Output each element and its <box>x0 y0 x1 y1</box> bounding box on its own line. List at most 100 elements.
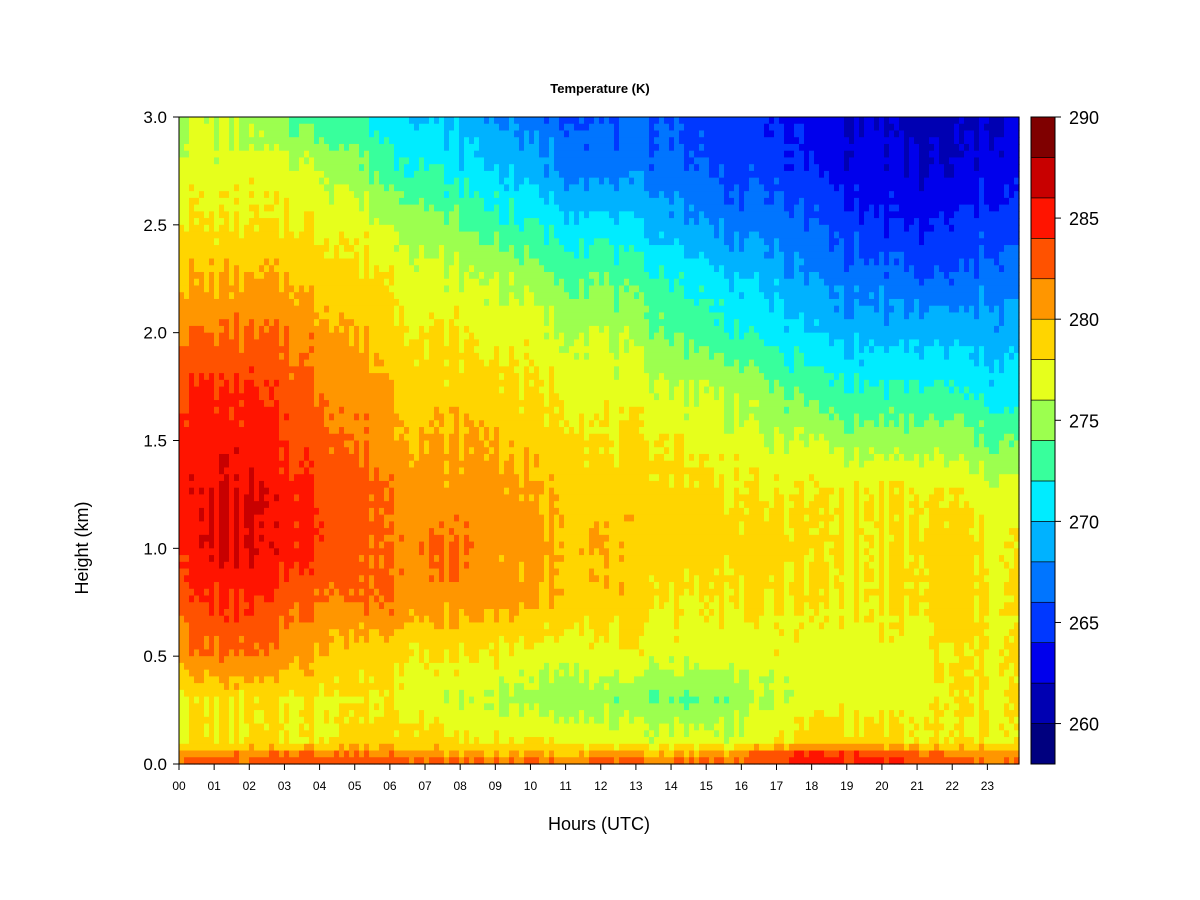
heatmap-cell <box>289 346 295 354</box>
heatmap-cell <box>209 480 215 489</box>
heatmap-cell <box>379 737 385 745</box>
heatmap-cell <box>209 393 215 401</box>
heatmap-cell <box>214 582 220 590</box>
heatmap-cell <box>269 615 275 624</box>
heatmap-cell <box>334 460 340 469</box>
heatmap-cell <box>314 366 320 374</box>
heatmap-cell <box>369 170 375 179</box>
heatmap-cell <box>184 595 190 603</box>
heatmap-cell <box>424 191 430 199</box>
heatmap-cell <box>274 346 280 354</box>
heatmap-cell <box>249 117 255 125</box>
heatmap-cell <box>269 635 275 644</box>
heatmap-cell <box>434 393 440 401</box>
heatmap-cell <box>254 218 260 226</box>
heatmap-cell <box>239 373 245 381</box>
heatmap-cell <box>209 305 215 314</box>
heatmap-cell <box>224 602 230 610</box>
heatmap-cell <box>224 258 230 266</box>
heatmap-cell <box>284 460 290 469</box>
heatmap-cell <box>249 231 255 239</box>
heatmap-cell <box>309 211 315 219</box>
heatmap-cell <box>234 406 240 415</box>
heatmap-cell <box>409 177 415 185</box>
heatmap-cell <box>319 750 325 758</box>
heatmap-cell <box>389 737 395 745</box>
heatmap-cell <box>264 298 270 307</box>
heatmap-cell <box>234 474 240 482</box>
heatmap-cell <box>299 346 305 354</box>
heatmap-cell <box>199 332 205 341</box>
heatmap-cell <box>239 379 245 388</box>
heatmap-cell <box>249 366 255 374</box>
heatmap-cell <box>349 615 355 624</box>
heatmap-cell <box>389 420 395 428</box>
heatmap-cell <box>414 278 420 287</box>
heatmap-cell <box>199 427 205 435</box>
heatmap-cell <box>269 352 275 361</box>
heatmap-cell <box>214 359 220 367</box>
heatmap-cell <box>309 170 315 179</box>
heatmap-cell <box>394 117 400 125</box>
heatmap-cell <box>184 561 190 570</box>
heatmap-cell <box>264 683 270 691</box>
heatmap-cell <box>344 238 350 246</box>
heatmap-cell <box>209 332 215 341</box>
heatmap-cell <box>244 676 250 684</box>
heatmap-cell <box>179 440 185 448</box>
heatmap-cell <box>244 622 250 630</box>
heatmap-cell <box>204 453 210 462</box>
heatmap-cell <box>329 150 335 159</box>
heatmap-cell <box>374 662 380 671</box>
heatmap-cell <box>354 278 360 287</box>
heatmap-cell <box>234 730 240 738</box>
heatmap-cell <box>194 164 200 172</box>
heatmap-cell <box>369 534 375 543</box>
heatmap-cell <box>204 319 210 327</box>
heatmap-cell <box>239 440 245 448</box>
heatmap-cell <box>184 245 190 253</box>
heatmap-cell <box>244 635 250 644</box>
heatmap-cell <box>419 130 425 138</box>
heatmap-cell <box>209 716 215 725</box>
heatmap-cell <box>274 265 280 273</box>
heatmap-cell <box>279 379 285 388</box>
heatmap-cell <box>294 561 300 570</box>
heatmap-cell <box>359 568 365 576</box>
heatmap-cell <box>324 352 330 361</box>
heatmap-cell <box>334 480 340 489</box>
heatmap-cell <box>224 218 230 226</box>
heatmap-cell <box>244 440 250 448</box>
heatmap-cell <box>309 359 315 367</box>
heatmap-cell <box>199 184 205 192</box>
heatmap-cell <box>319 292 325 300</box>
heatmap-cell <box>379 305 385 314</box>
heatmap-cell <box>229 386 235 394</box>
heatmap-cell <box>344 635 350 644</box>
heatmap-cell <box>254 427 260 435</box>
heatmap-cell <box>354 123 360 132</box>
heatmap-cell <box>244 507 250 516</box>
heatmap-cell <box>429 750 435 758</box>
heatmap-cell <box>409 622 415 630</box>
heatmap-cell <box>199 521 205 529</box>
heatmap-cell <box>364 635 370 644</box>
heatmap-cell <box>429 332 435 341</box>
heatmap-cell <box>229 137 235 145</box>
heatmap-cell <box>194 137 200 145</box>
heatmap-cell <box>414 298 420 307</box>
heatmap-cell <box>424 629 430 637</box>
heatmap-cell <box>374 440 380 448</box>
heatmap-cell <box>224 635 230 644</box>
heatmap-cell <box>199 528 205 536</box>
heatmap-cell <box>279 710 285 718</box>
heatmap-cell <box>254 265 260 273</box>
heatmap-cell <box>264 467 270 475</box>
heatmap-cell <box>419 150 425 159</box>
heatmap-cell <box>239 177 245 185</box>
heatmap-cell <box>259 480 265 489</box>
heatmap-cell <box>369 447 375 455</box>
heatmap-cell <box>429 420 435 428</box>
heatmap-cell <box>284 534 290 543</box>
heatmap-cell <box>359 494 365 502</box>
